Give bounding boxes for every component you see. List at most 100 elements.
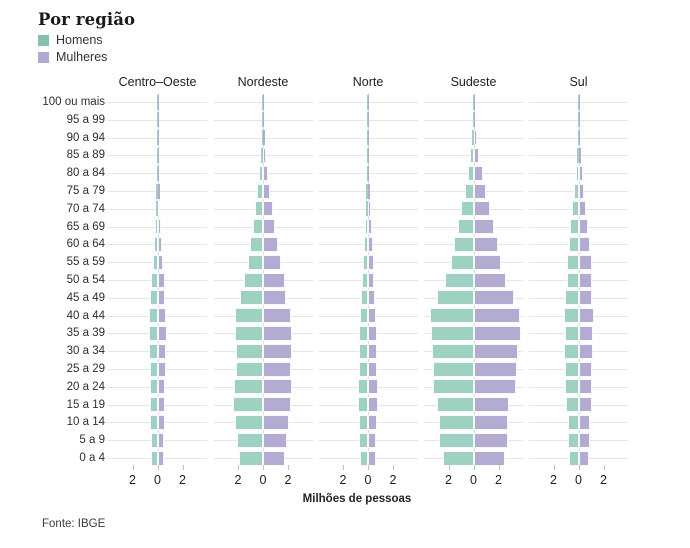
bar-homens bbox=[262, 112, 263, 128]
bar-mulheres bbox=[157, 236, 163, 252]
bar-mulheres bbox=[157, 94, 159, 110]
bar-homens bbox=[149, 343, 158, 359]
legend-item-homens: Homens bbox=[38, 33, 107, 48]
bar-mulheres bbox=[578, 183, 585, 199]
x-axis-tick-label: 0 bbox=[364, 473, 372, 487]
bar-mulheres bbox=[368, 183, 370, 199]
bar-mulheres bbox=[473, 414, 508, 430]
bar-mulheres bbox=[578, 254, 592, 270]
bar-homens bbox=[566, 272, 579, 288]
bar-homens bbox=[363, 236, 368, 252]
homens-swatch-icon bbox=[38, 35, 49, 46]
bar-homens bbox=[244, 272, 263, 288]
x-axis-tick bbox=[393, 465, 394, 470]
bar-homens bbox=[359, 343, 368, 359]
region-header-4: Sudeste bbox=[450, 75, 497, 89]
bar-homens bbox=[234, 325, 263, 341]
legend-label: Homens bbox=[56, 33, 103, 47]
bar-mulheres bbox=[578, 397, 592, 413]
bar-mulheres bbox=[578, 450, 590, 466]
bar-mulheres bbox=[578, 94, 580, 110]
bar-homens bbox=[575, 165, 579, 181]
bar-mulheres bbox=[157, 308, 166, 324]
bar-mulheres bbox=[473, 343, 518, 359]
bar-mulheres bbox=[157, 361, 166, 377]
bar-homens bbox=[150, 397, 158, 413]
bar-mulheres bbox=[578, 272, 592, 288]
age-group-label: 40 a 44 bbox=[66, 309, 105, 322]
x-axis-tick-label: 0 bbox=[259, 473, 267, 487]
bar-mulheres bbox=[368, 325, 377, 341]
bar-homens bbox=[365, 201, 368, 217]
bar-mulheres bbox=[578, 361, 593, 377]
x-axis-title: Milhões de pessoas bbox=[302, 493, 412, 505]
x-axis-tick-label: 0 bbox=[154, 473, 161, 487]
bar-homens bbox=[564, 379, 579, 395]
bar-mulheres bbox=[473, 450, 505, 466]
bar-mulheres bbox=[578, 432, 590, 448]
bar-mulheres bbox=[473, 165, 483, 181]
bar-homens bbox=[432, 379, 474, 395]
bar-mulheres bbox=[157, 343, 166, 359]
bar-mulheres bbox=[368, 112, 369, 128]
bar-mulheres bbox=[473, 308, 521, 324]
bar-mulheres bbox=[368, 290, 376, 306]
bar-homens bbox=[259, 165, 263, 181]
bar-mulheres bbox=[578, 112, 580, 128]
bar-mulheres bbox=[263, 94, 264, 110]
bar-mulheres bbox=[368, 432, 377, 448]
bar-homens bbox=[262, 130, 263, 146]
bar-homens bbox=[247, 254, 263, 270]
bar-mulheres bbox=[578, 414, 590, 430]
bar-mulheres bbox=[157, 272, 165, 288]
chart-title: Por região bbox=[38, 10, 136, 29]
region-header-3: Norte bbox=[352, 75, 384, 89]
bar-mulheres bbox=[263, 112, 264, 128]
bar-homens bbox=[156, 183, 158, 199]
bar-homens bbox=[262, 94, 263, 110]
x-axis-tick-label: 2 bbox=[600, 473, 607, 487]
bar-mulheres bbox=[578, 147, 581, 163]
bar-homens bbox=[153, 236, 158, 252]
bar-mulheres bbox=[368, 130, 369, 146]
bar-mulheres bbox=[263, 236, 279, 252]
bar-mulheres bbox=[263, 165, 268, 181]
bar-mulheres bbox=[578, 130, 580, 146]
bar-mulheres bbox=[157, 219, 162, 235]
bar-mulheres bbox=[368, 379, 378, 395]
bar-mulheres bbox=[473, 272, 506, 288]
age-group-label: 65 a 69 bbox=[66, 220, 105, 233]
x-axis-tick bbox=[578, 465, 580, 470]
bar-homens bbox=[156, 130, 158, 146]
bar-mulheres bbox=[263, 361, 291, 377]
x-axis-tick-label: 2 bbox=[389, 473, 397, 487]
bar-homens bbox=[472, 112, 474, 128]
bar-mulheres bbox=[473, 432, 508, 448]
bar-mulheres bbox=[368, 397, 378, 413]
bar-homens bbox=[464, 183, 474, 199]
bar-mulheres bbox=[157, 450, 164, 466]
bar-homens bbox=[362, 254, 368, 270]
bar-homens bbox=[572, 201, 579, 217]
bar-homens bbox=[469, 147, 474, 163]
bar-mulheres bbox=[157, 183, 160, 199]
x-axis-tick bbox=[473, 465, 475, 470]
bar-homens bbox=[359, 325, 368, 341]
bar-homens bbox=[155, 201, 158, 217]
bar-homens bbox=[361, 290, 368, 306]
bar-mulheres bbox=[157, 147, 159, 163]
bar-mulheres bbox=[368, 94, 369, 110]
bar-mulheres bbox=[157, 432, 165, 448]
bar-homens bbox=[149, 325, 158, 341]
bar-homens bbox=[437, 290, 474, 306]
bar-homens bbox=[250, 236, 263, 252]
age-group-label: 85 a 89 bbox=[66, 149, 105, 162]
bar-homens bbox=[430, 308, 474, 324]
bar-homens bbox=[366, 165, 368, 181]
legend: Homens Mulheres bbox=[38, 33, 107, 67]
x-axis-tick-label: 2 bbox=[234, 473, 242, 487]
bar-mulheres bbox=[578, 308, 595, 324]
bar-homens bbox=[359, 450, 368, 466]
x-axis-tick bbox=[498, 465, 500, 470]
x-axis-tick-label: 2 bbox=[179, 473, 186, 487]
